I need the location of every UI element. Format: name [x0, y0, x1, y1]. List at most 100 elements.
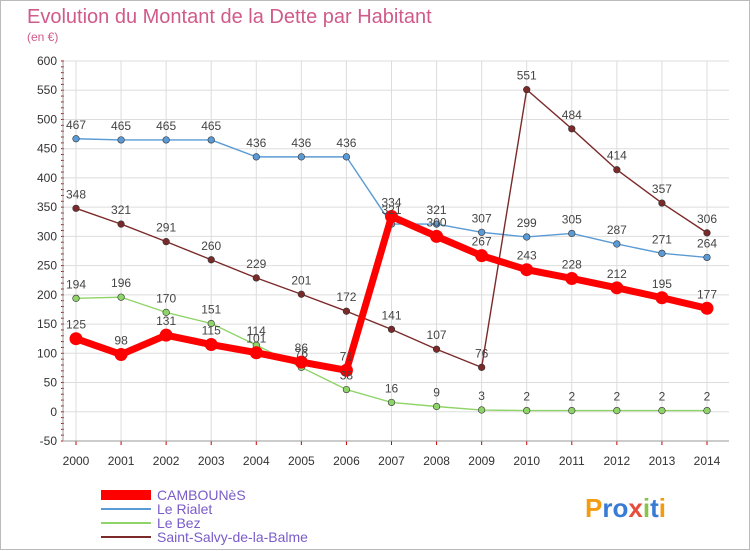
point-le-rialet — [478, 228, 486, 236]
legend-swatch-camboune-s — [101, 490, 151, 500]
point-saint-salvy-de-la-balme — [387, 325, 396, 333]
point-camboune-s — [655, 291, 669, 305]
data-label-le-bez: 2 — [523, 390, 530, 404]
data-label-saint-salvy-de-la-balme: 229 — [246, 257, 266, 271]
data-label-le-rialet: 465 — [201, 119, 221, 133]
y-tick-label: 0 — [50, 405, 57, 419]
legend-swatch-le-rialet — [101, 508, 151, 510]
data-label-le-bez: 114 — [247, 324, 266, 338]
data-label-saint-salvy-de-la-balme: 201 — [291, 273, 311, 287]
data-label-le-rialet: 321 — [427, 203, 447, 217]
point-camboune-s — [520, 263, 534, 277]
data-label-saint-salvy-de-la-balme: 484 — [562, 108, 582, 122]
data-label-saint-salvy-de-la-balme: 348 — [66, 187, 86, 201]
x-tick-label: 2002 — [153, 454, 180, 468]
data-label-camboune-s: 195 — [652, 277, 672, 291]
data-label-camboune-s: 115 — [202, 324, 221, 338]
point-camboune-s — [204, 338, 218, 352]
point-camboune-s — [249, 346, 263, 360]
data-label-le-rialet: 436 — [336, 136, 356, 150]
data-label-le-bez: 16 — [385, 381, 399, 395]
logo-text: Proxiti — [585, 493, 666, 523]
x-tick-label: 2007 — [378, 454, 405, 468]
y-tick-label: 100 — [37, 346, 57, 360]
data-label-camboune-s: 101 — [246, 332, 266, 346]
legend-label-camboune-s: CAMBOUNèS — [157, 487, 246, 503]
point-le-bez — [117, 293, 125, 301]
chart-title: Evolution du Montant de la Dette par Hab… — [27, 6, 432, 28]
x-tick-label: 2009 — [468, 454, 495, 468]
data-label-saint-salvy-de-la-balme: 291 — [156, 221, 176, 235]
logo-letter: o — [612, 493, 628, 523]
point-le-rialet — [613, 240, 621, 248]
point-camboune-s — [610, 281, 624, 295]
y-tick-label: -50 — [40, 434, 58, 448]
data-label-le-rialet: 271 — [652, 232, 672, 246]
proxiti-logo: Proxiti — [585, 493, 666, 523]
point-camboune-s — [159, 328, 173, 342]
logo-letter: x — [628, 493, 643, 523]
data-label-le-bez: 2 — [568, 390, 575, 404]
point-le-bez — [342, 385, 351, 394]
point-saint-salvy-de-la-balme — [432, 345, 441, 353]
point-camboune-s — [385, 210, 398, 224]
point-le-rialet — [568, 229, 576, 238]
point-le-rialet — [703, 253, 711, 262]
data-label-camboune-s: 125 — [66, 318, 86, 332]
data-label-saint-salvy-de-la-balme: 357 — [652, 182, 672, 196]
logo-letter: i — [643, 493, 650, 523]
data-label-le-bez: 2 — [659, 390, 666, 404]
point-le-bez — [432, 402, 441, 411]
data-label-camboune-s: 177 — [697, 287, 717, 301]
point-le-bez — [387, 398, 396, 407]
data-label-camboune-s: 212 — [607, 267, 627, 281]
legend-label-saint-salvy-de-la-balme: Saint-Salvy-de-la-Balme — [157, 529, 308, 545]
point-le-rialet — [432, 220, 441, 228]
point-saint-salvy-de-la-balme — [207, 256, 215, 264]
logo-letter: t — [650, 493, 659, 523]
x-tick-label: 2004 — [243, 454, 270, 468]
point-le-bez — [523, 407, 531, 415]
y-tick-label: 300 — [37, 229, 57, 243]
x-tick-label: 2006 — [333, 454, 360, 468]
point-saint-salvy-de-la-balme — [72, 204, 80, 212]
y-tick-label: 500 — [37, 112, 57, 126]
series-lines — [69, 86, 714, 415]
point-camboune-s — [430, 229, 444, 243]
legend-swatch-le-bez — [101, 522, 151, 524]
x-tick-label: 2012 — [604, 454, 631, 468]
y-tick-label: 550 — [37, 83, 57, 97]
data-label-le-rialet: 299 — [517, 216, 537, 230]
point-saint-salvy-de-la-balme — [523, 86, 531, 94]
data-label-le-bez: 151 — [201, 302, 221, 316]
point-le-bez — [72, 294, 80, 302]
data-label-le-bez: 194 — [66, 277, 86, 291]
data-label-camboune-s: 131 — [156, 314, 176, 328]
data-label-le-bez: 170 — [156, 291, 176, 305]
point-le-rialet — [162, 136, 170, 144]
logo-letter: r — [602, 493, 612, 523]
data-label-saint-salvy-de-la-balme: 260 — [201, 239, 221, 253]
y-tick-label: 600 — [37, 54, 57, 68]
chart-unit: (en €) — [27, 30, 58, 44]
data-labels: 467 465 465 465 436 436 436 321 321 307 299 305 287 2… — [66, 69, 717, 404]
data-label-le-rialet: 305 — [562, 212, 582, 226]
x-tick-label: 2008 — [423, 454, 450, 468]
data-label-le-rialet: 321 — [381, 203, 401, 217]
point-camboune-s — [565, 271, 579, 285]
data-label-le-rialet: 287 — [607, 223, 627, 237]
point-le-rialet — [252, 153, 260, 161]
point-camboune-s — [114, 347, 128, 361]
data-label-camboune-s: 267 — [472, 235, 492, 249]
point-camboune-s — [475, 249, 489, 263]
data-label-camboune-s: 98 — [114, 333, 128, 347]
point-le-bez — [162, 308, 170, 316]
legend-label-le-bez: Le Bez — [157, 515, 201, 531]
point-le-rialet — [523, 233, 531, 241]
point-saint-salvy-de-la-balme — [342, 307, 351, 315]
data-label-le-bez: 76 — [295, 346, 309, 360]
data-label-le-rialet: 264 — [697, 236, 717, 250]
x-tick-label: 2000 — [63, 454, 90, 468]
